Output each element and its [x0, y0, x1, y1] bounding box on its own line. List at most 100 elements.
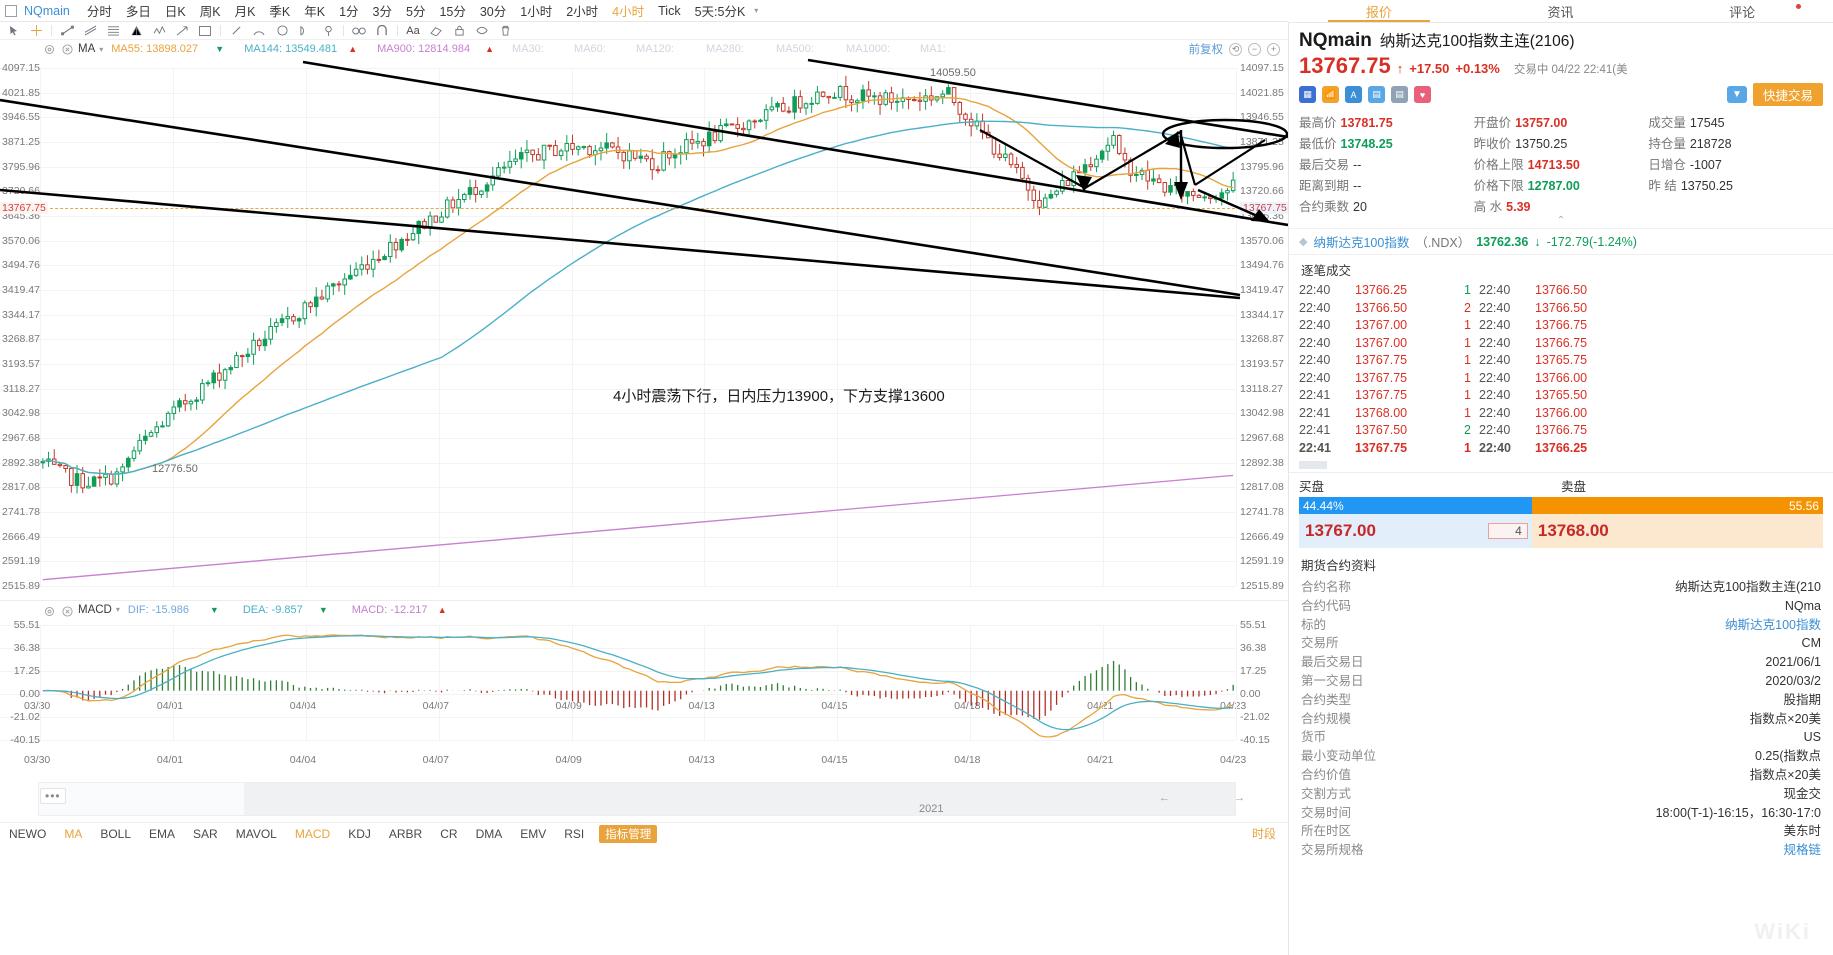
undo-icon[interactable]: ⟲ — [1229, 42, 1242, 56]
grid-logo-icon[interactable] — [0, 0, 22, 22]
chart-area[interactable]: MA ▾ MA55: 13898.027 ▼ MA144: 13549.481 … — [0, 40, 1290, 955]
quick-trade-button[interactable]: 快捷交易 — [1752, 83, 1823, 106]
cursor-icon[interactable] — [2, 23, 24, 39]
magnet-icon[interactable] — [371, 23, 393, 39]
settings-small-icon[interactable] — [42, 604, 56, 618]
zoom-in-icon[interactable]: + — [1267, 42, 1280, 56]
period-2hour[interactable]: 2小时 — [566, 5, 599, 19]
circle-icon[interactable] — [271, 23, 293, 39]
scroll-left-icon[interactable]: ← — [1159, 792, 1170, 804]
ind-newo[interactable]: NEWO — [9, 826, 47, 841]
indicator-manager-button[interactable]: 指标管理 — [599, 824, 658, 843]
arc-icon[interactable] — [248, 23, 270, 39]
symbol-label[interactable]: NQmain — [24, 3, 70, 18]
adjust-mode-label[interactable]: 前复权 — [1188, 44, 1224, 56]
doc-icon[interactable]: ▤ — [1391, 86, 1408, 103]
period-15min[interactable]: 15分 — [439, 5, 466, 19]
arrow-tool-icon[interactable] — [171, 23, 193, 39]
y-tick-right: 13795.96 — [1240, 160, 1284, 173]
period-nianK[interactable]: 年K — [304, 5, 326, 19]
ind-mavol[interactable]: MAVOL — [235, 826, 277, 841]
period-1hour[interactable]: 1小时 — [520, 5, 553, 19]
period-tick[interactable]: Tick — [658, 3, 681, 18]
period-5min[interactable]: 5分 — [406, 5, 426, 19]
chevron-up-icon[interactable]: ⌃ — [1556, 215, 1566, 226]
measure-icon[interactable] — [225, 23, 247, 39]
scrollbar-selection[interactable] — [244, 783, 1235, 815]
wave-icon[interactable] — [148, 23, 170, 39]
scroll-right-icon[interactable]: → — [1234, 792, 1245, 804]
period-yueK[interactable]: 月K — [234, 5, 256, 19]
period-3min[interactable]: 3分 — [372, 5, 392, 19]
time-period-button[interactable]: 时段 — [1251, 827, 1276, 841]
macd-label[interactable]: MACD — [78, 603, 112, 616]
hide-icon[interactable] — [471, 23, 493, 39]
ind-boll[interactable]: BOLL — [100, 826, 132, 841]
halfcircle-icon[interactable] — [294, 23, 316, 39]
chevron-down-icon[interactable]: ▾ — [99, 44, 104, 54]
ind-rsi[interactable]: RSI — [564, 826, 585, 841]
ma-label[interactable]: MA — [78, 43, 96, 55]
settings-small-icon[interactable] — [42, 42, 56, 56]
rect-icon[interactable] — [194, 23, 216, 39]
tab-quote[interactable]: 报价 — [1288, 0, 1470, 22]
ind-dma[interactable]: DMA — [475, 826, 503, 841]
preset-selector[interactable]: 5天:5分K — [694, 5, 746, 19]
period-30min[interactable]: 30分 — [479, 5, 507, 19]
period-jiK[interactable]: 季K — [269, 5, 291, 19]
eraser-icon[interactable] — [425, 23, 447, 39]
person-icon[interactable]: A — [1345, 86, 1362, 103]
period-riK[interactable]: 日K — [164, 5, 186, 19]
zoom-out-icon[interactable]: − — [1248, 42, 1261, 56]
contract-info-row[interactable]: 标的 纳斯达克100指数 — [1301, 617, 1821, 632]
ind-arbr[interactable]: ARBR — [388, 826, 423, 841]
close-indicator-icon[interactable] — [60, 42, 74, 56]
text-icon[interactable]: Aa — [406, 24, 420, 37]
chevron-down-icon[interactable]: ▾ — [115, 605, 120, 614]
calendar-icon[interactable]: ▤ — [1368, 86, 1385, 103]
macd-x-tick: 03/30 — [24, 754, 51, 766]
glasses-icon[interactable] — [348, 23, 370, 39]
heart-icon[interactable]: ♥ — [1414, 86, 1431, 103]
period-fenshi[interactable]: 分时 — [86, 5, 112, 19]
period-zhouK[interactable]: 周K — [199, 5, 221, 19]
tab-news[interactable]: 资讯 — [1547, 4, 1574, 20]
y-tick-left: 2817.08 — [2, 481, 40, 494]
ind-ma[interactable]: MA — [64, 826, 83, 841]
index-row[interactable]: ◆ 纳斯达克100指数 （.NDX） 13762.36 ↓ -172.79(-1… — [1289, 228, 1833, 255]
pitchfork-icon[interactable] — [125, 23, 147, 39]
ind-emv[interactable]: EMV — [520, 826, 547, 841]
y-tick-left: 4097.15 — [2, 62, 40, 74]
ind-sar[interactable]: SAR — [193, 826, 218, 841]
lock-icon[interactable] — [448, 23, 470, 39]
time-range-scrollbar[interactable]: ← → 2021 — [38, 782, 1245, 816]
ind-cr[interactable]: CR — [440, 826, 458, 841]
y-tick-right: 13193.57 — [1240, 358, 1284, 370]
pin-icon[interactable] — [317, 23, 339, 39]
index-name[interactable]: 纳斯达克100指数 — [1313, 236, 1410, 250]
period-1min[interactable]: 1分 — [339, 5, 359, 19]
trendline-icon[interactable] — [56, 23, 78, 39]
chart-icon[interactable]: 📶 — [1322, 86, 1339, 103]
tick-row: 22:40 13766.25 1 22:40 13766.50 — [1299, 283, 1588, 297]
close-indicator-icon[interactable] — [60, 604, 74, 618]
crosshair-icon[interactable] — [25, 23, 47, 39]
parallel-channel-icon[interactable] — [79, 23, 101, 39]
ask-price[interactable]: 13768.00 — [1531, 514, 1823, 548]
ind-kdj[interactable]: KDJ — [348, 826, 371, 841]
tab-comments[interactable]: 评论 — [1729, 4, 1756, 20]
trash-icon[interactable] — [494, 23, 516, 39]
quote-stat: 合约乘数 20 — [1299, 200, 1367, 214]
more-options-icon[interactable]: ••• — [40, 788, 66, 804]
ind-macd[interactable]: MACD — [294, 826, 331, 841]
macd-x-tick: 04/18 — [954, 754, 981, 766]
chevron-down-icon[interactable]: ▾ — [754, 6, 759, 15]
bid-price[interactable]: 13767.00 4 — [1299, 514, 1532, 548]
ind-ema[interactable]: EMA — [149, 826, 176, 841]
period-4hour[interactable]: 4小时 — [612, 5, 645, 19]
period-duori[interactable]: 多日 — [125, 5, 151, 19]
contract-info-row[interactable]: 交易所规格 规格链 — [1301, 843, 1821, 858]
fib-icon[interactable] — [102, 23, 124, 39]
bell-icon[interactable]: ▼ — [1726, 86, 1747, 103]
grid-icon[interactable]: ▦ — [1299, 86, 1316, 103]
